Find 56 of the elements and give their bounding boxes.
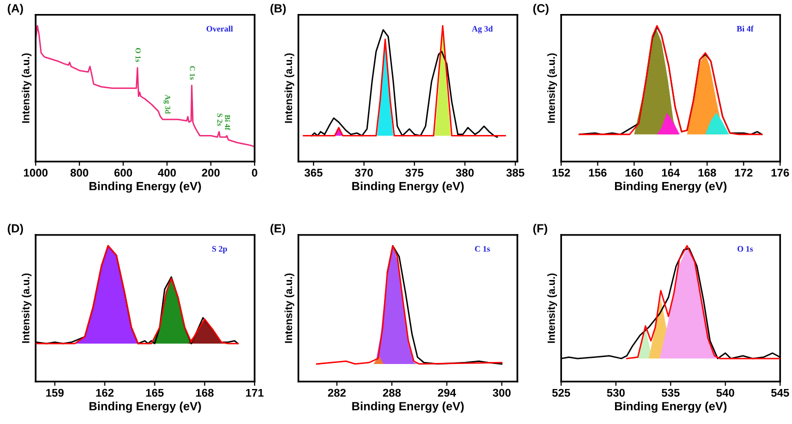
x-tick-label: 152: [552, 168, 570, 177]
x-tick-label: 800: [70, 168, 88, 177]
x-tick-label: 162: [96, 388, 114, 397]
x-axis-title: Binding Energy (eV): [352, 402, 464, 413]
y-axis-title: Intensity (a.u.): [547, 53, 557, 123]
x-tick-label: 0: [252, 168, 258, 177]
x-tick-label: 171: [246, 388, 264, 397]
x-axis-title: Binding Energy (eV): [90, 402, 201, 413]
x-tick-label: 525: [552, 388, 570, 397]
x-tick-label: 288: [382, 388, 401, 397]
x-tick-label: 600: [114, 168, 132, 177]
chart-title: (B): [270, 4, 286, 15]
x-tick-label: 370: [354, 168, 373, 177]
x-tick-label: 200: [202, 168, 220, 177]
x-tick-label: 385: [506, 168, 524, 177]
x-tick-label: 156: [589, 168, 607, 177]
x-tick-label: 535: [662, 388, 680, 397]
chart-title: (E): [270, 224, 286, 235]
x-tick-label: 540: [716, 388, 734, 397]
y-axis-title: Intensity (a.u.): [547, 273, 557, 343]
x-axis-title: Binding Energy (eV): [352, 182, 464, 193]
x-axis-title: Binding Energy (eV): [615, 402, 726, 413]
annotation: Bi 4f: [736, 26, 754, 32]
chart-title: (D): [8, 224, 23, 235]
x-tick-label: 1000: [24, 168, 48, 177]
x-tick-label: 530: [606, 388, 625, 397]
x-tick-label: 294: [438, 388, 456, 397]
annotation: Ag 3d: [472, 26, 493, 34]
x-tick-label: 164: [662, 168, 680, 177]
annotation: Overall: [206, 26, 233, 32]
x-tick-label: 168: [196, 388, 214, 397]
chart-title: (A): [8, 4, 23, 15]
x-tick-label: 282: [328, 388, 346, 397]
x-axis-title: Binding Energy (eV): [90, 182, 201, 193]
annotation: S 2p: [212, 246, 227, 254]
x-tick-label: 365: [304, 168, 322, 177]
x-tick-label: 172: [735, 168, 752, 177]
x-tick-label: 300: [492, 388, 511, 397]
x-tick-label: 168: [698, 168, 716, 177]
x-tick-label: 165: [146, 388, 164, 397]
y-axis-title: Intensity (a.u.): [284, 273, 294, 343]
x-axis-title: Binding Energy (eV): [615, 182, 726, 193]
y-axis-title: Intensity (a.u.): [22, 273, 32, 343]
annotation: O 1s: [738, 246, 753, 252]
x-tick-label: 375: [405, 168, 424, 177]
chart-title: (C): [533, 4, 548, 15]
x-tick-label: 176: [772, 168, 789, 177]
chart-title: (F): [533, 224, 548, 235]
y-axis-title: Intensity (a.u.): [22, 53, 32, 123]
x-tick-label: 159: [46, 388, 64, 397]
annotation: C 1s: [474, 246, 490, 252]
x-tick-label: 160: [626, 168, 643, 177]
y-axis-title: Intensity (a.u.): [284, 53, 294, 123]
x-tick-label: 400: [158, 168, 176, 177]
x-tick-label: 545: [771, 388, 790, 397]
x-tick-label: 380: [456, 168, 474, 177]
